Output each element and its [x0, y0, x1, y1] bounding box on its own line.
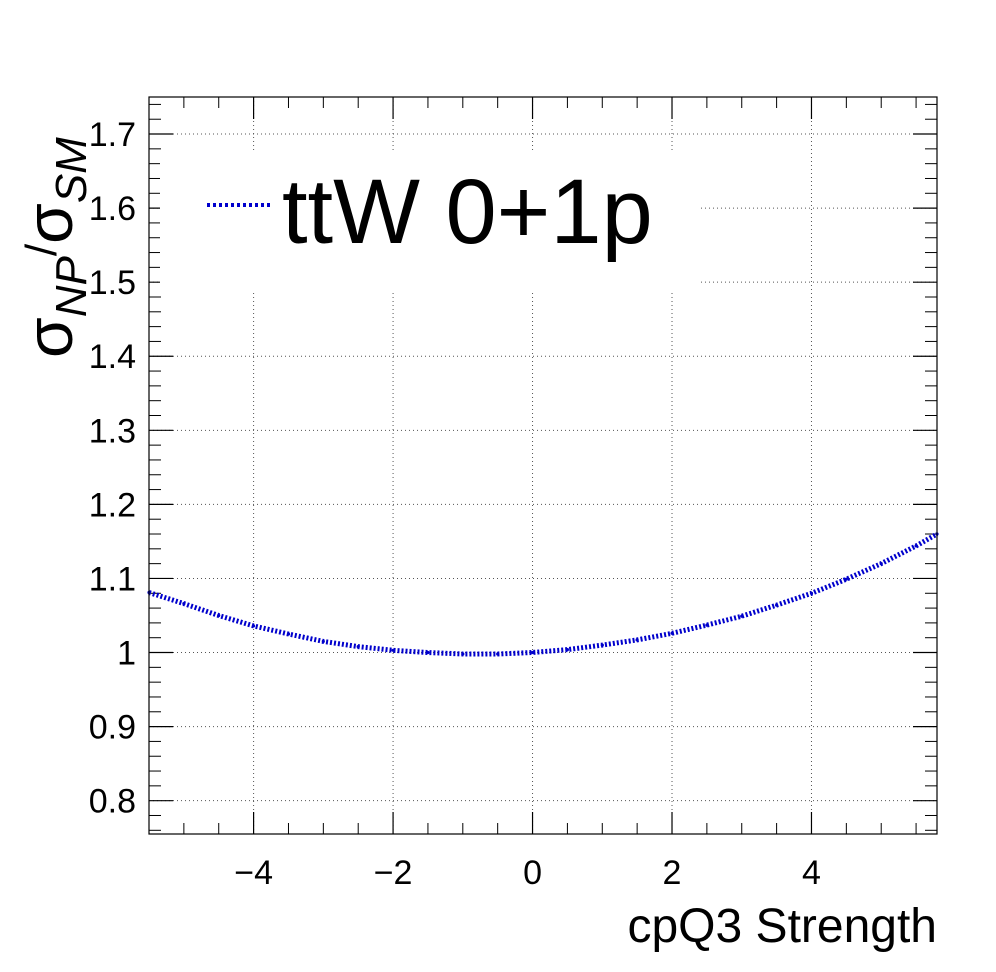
data-point: [356, 645, 360, 649]
data-point: [217, 613, 221, 618]
x-tick-label: 4: [802, 854, 821, 892]
y-tick-label: 1.1: [89, 560, 136, 598]
x-tick-label: 0: [523, 854, 542, 892]
minor-ticks: [148, 97, 937, 834]
x-tick-labels: −4 −2 0 2 4: [234, 854, 821, 892]
data-point: [879, 562, 883, 566]
x-tick-label: −2: [374, 854, 413, 892]
y-tick-label: 0.8: [89, 783, 136, 821]
y-tick-label: 1.5: [89, 264, 136, 302]
data-point: [565, 648, 570, 652]
x-axis-title: cpQ3 Strength: [627, 900, 937, 953]
grid: [149, 97, 937, 834]
series-line-0: [148, 531, 939, 657]
data-point: [496, 652, 500, 656]
legend: ttW 0+1p: [207, 161, 653, 263]
data-point: [844, 577, 848, 581]
svg-text:σNP/σSM: σNP/σSM: [12, 137, 96, 358]
x-tick-label: 2: [663, 854, 682, 892]
y-tick-label: 0.9: [89, 709, 136, 747]
y-title-slash: /: [17, 243, 66, 256]
data-point: [740, 614, 744, 618]
y-tick-label: 1.6: [89, 190, 136, 228]
y-tick-label: 1.3: [89, 412, 136, 450]
y-tick-label: 1.2: [89, 486, 136, 524]
y-axis-title: σNP/σSM: [12, 137, 96, 358]
y-tick-label: 1: [117, 635, 136, 673]
legend-label-ttw: ttW 0+1p: [282, 161, 653, 263]
data-point: [530, 650, 535, 655]
data-point: [286, 632, 291, 636]
data-point: [600, 643, 604, 647]
y-title-sigma-1: σ: [12, 317, 86, 358]
data-point: [635, 638, 639, 642]
y-title-sub-sm: SM: [47, 137, 96, 203]
data-point: [775, 603, 779, 607]
y-tick-label: 1.7: [89, 116, 136, 154]
plot-frame: [148, 96, 938, 835]
y-tick-label: 1.4: [89, 338, 136, 376]
data-point: [391, 648, 395, 652]
data-point: [461, 652, 465, 656]
data-point: [252, 624, 256, 628]
data-point: [426, 650, 430, 655]
data-point: [914, 544, 918, 548]
data-point: [182, 602, 186, 606]
data-point: [705, 623, 709, 627]
legend-box: [160, 150, 700, 290]
y-title-sub-np: NP: [47, 255, 96, 317]
data-point: [670, 631, 674, 635]
y-tick-labels: 0.8 0.9 1 1.1 1.2 1.3 1.4 1.5 1.6 1.7: [89, 116, 136, 821]
data-point: [809, 591, 814, 595]
data-point: [321, 639, 325, 644]
x-tick-label: −4: [234, 854, 273, 892]
y-title-sigma-2: σ: [12, 203, 86, 244]
series-layer: [147, 531, 939, 657]
